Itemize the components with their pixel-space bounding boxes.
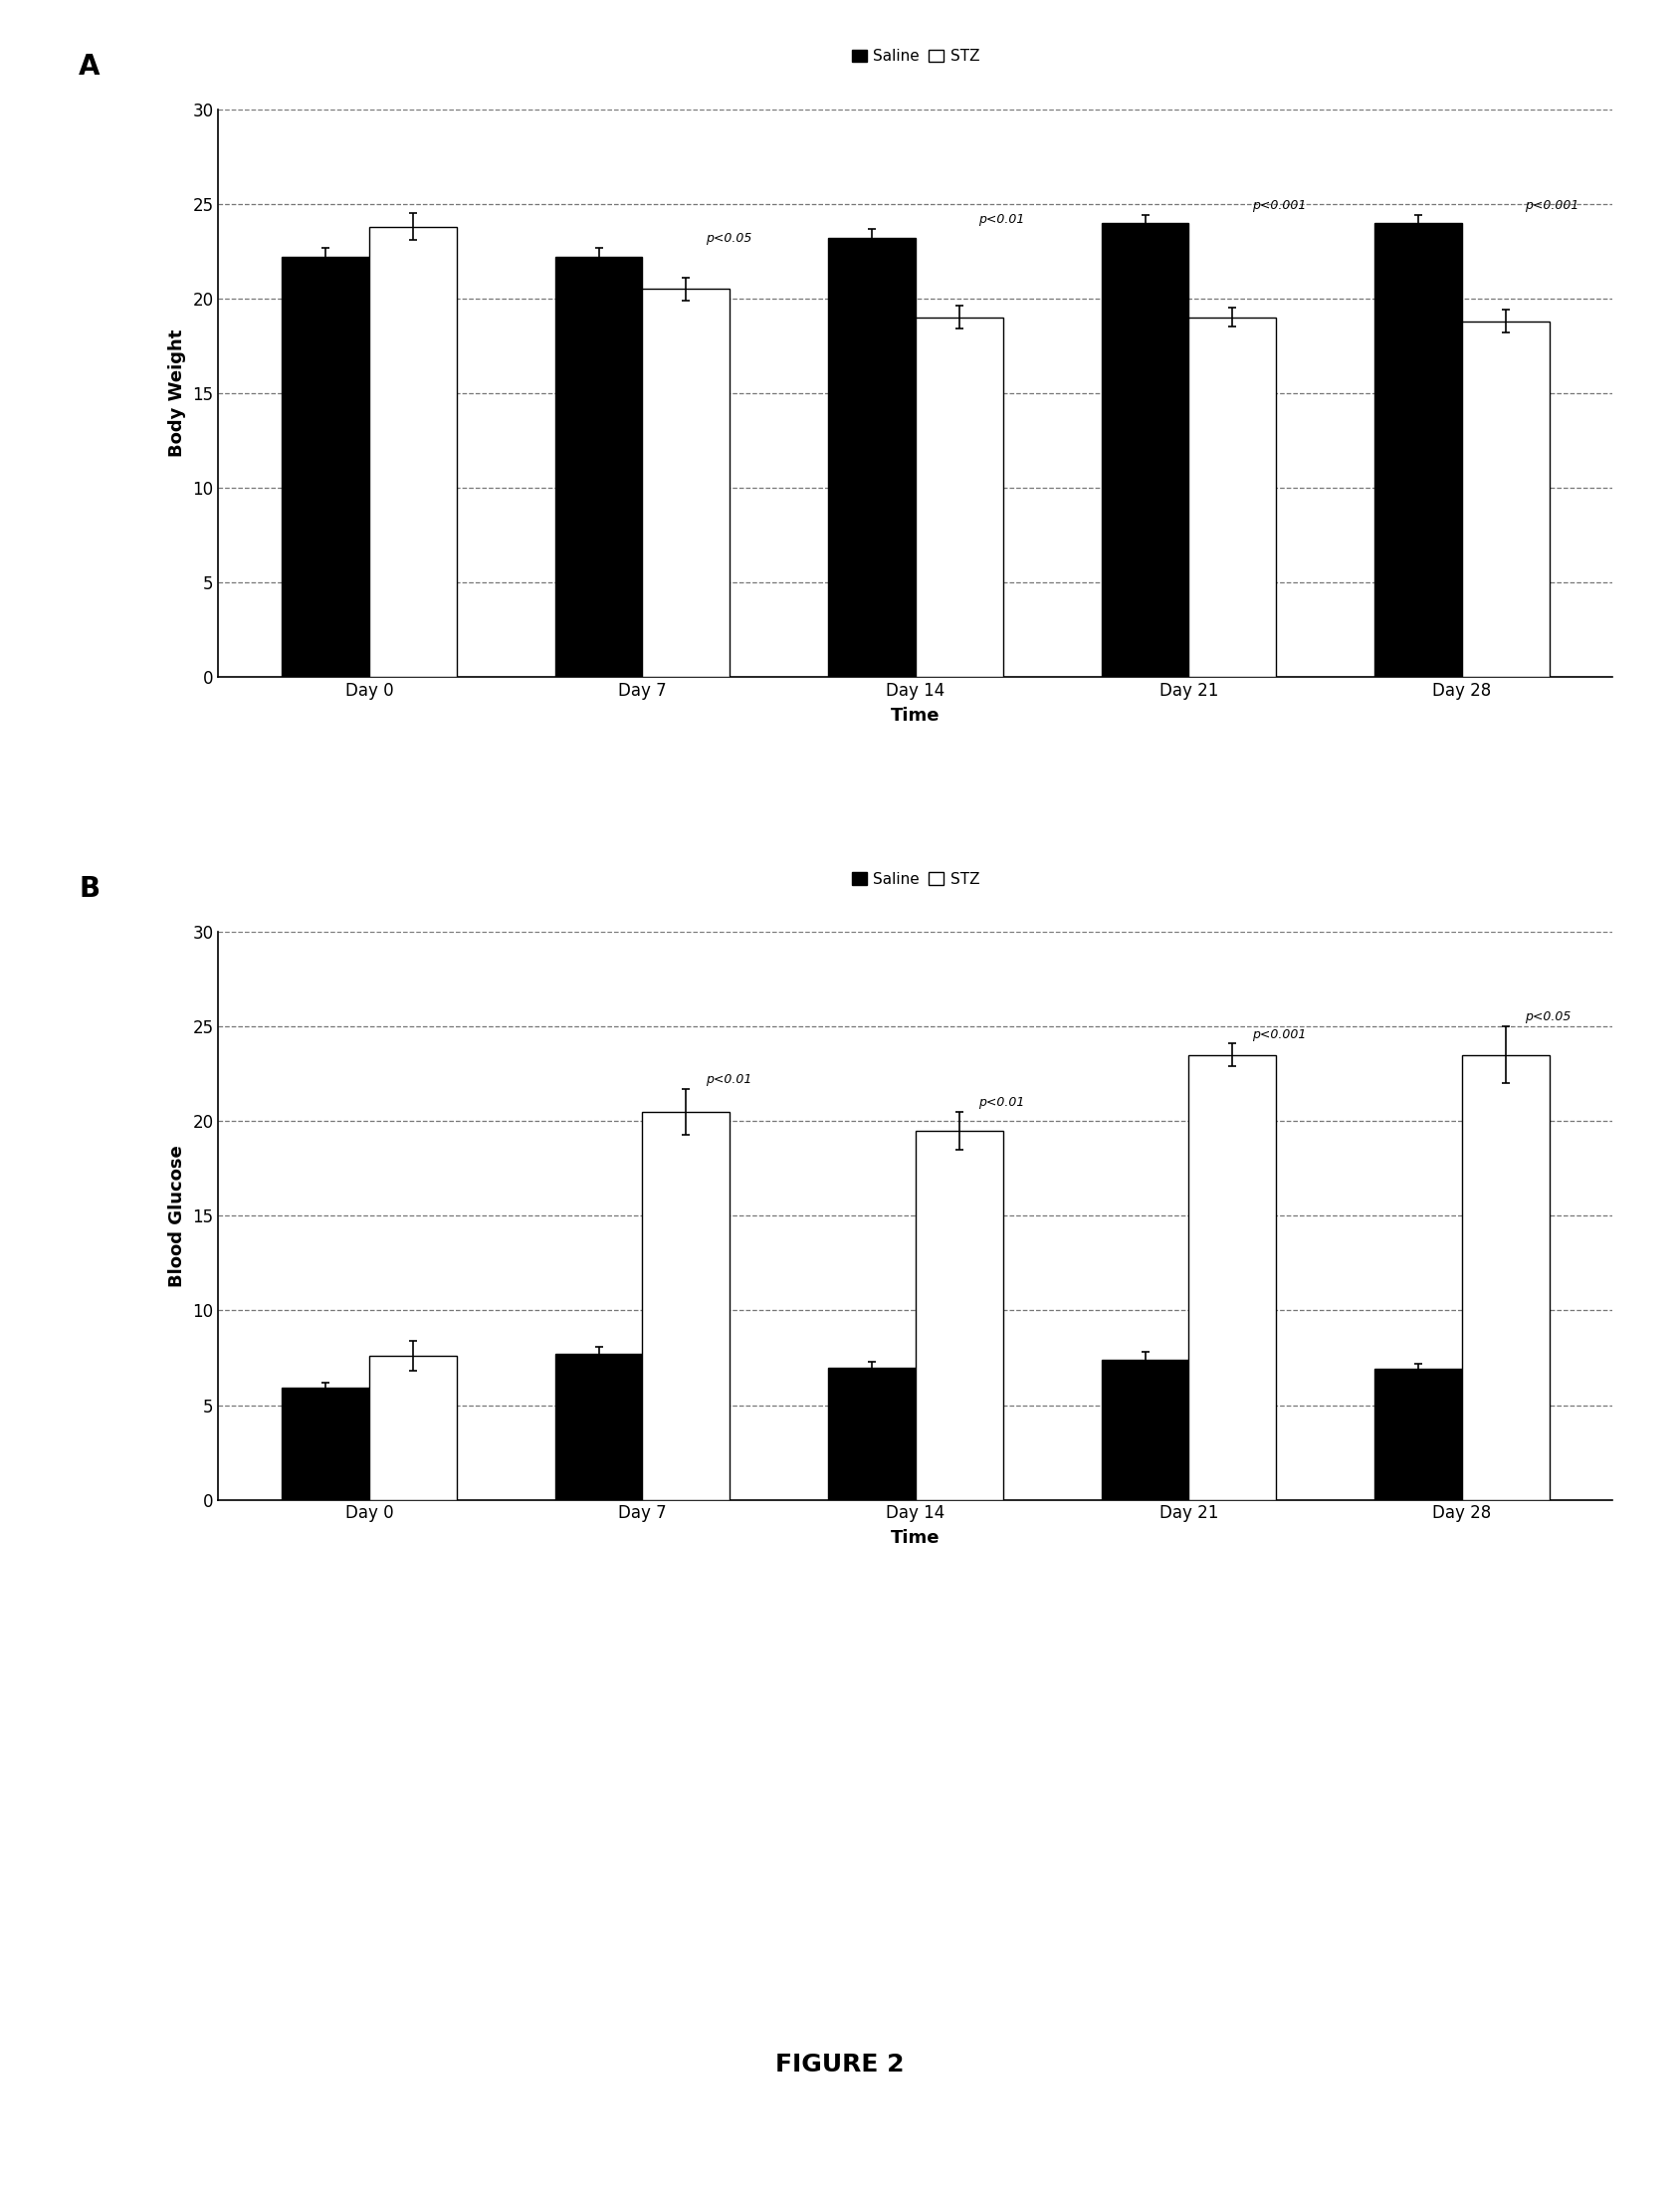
X-axis label: Time: Time (890, 1530, 941, 1547)
Bar (370, 1357, 457, 1499)
Bar (1102, 223, 1189, 677)
Bar (916, 317, 1003, 677)
Bar (916, 1130, 1003, 1499)
Bar (642, 288, 729, 677)
Bar (1462, 1055, 1549, 1499)
Text: FIGURE 2: FIGURE 2 (776, 2054, 904, 2076)
Text: A: A (79, 52, 101, 81)
Bar (1102, 1359, 1189, 1499)
Text: p<0.05: p<0.05 (1525, 1012, 1571, 1025)
Text: p<0.01: p<0.01 (706, 1073, 751, 1086)
Bar (1374, 223, 1462, 677)
Legend: Saline, STZ: Saline, STZ (845, 865, 986, 894)
Bar (370, 227, 457, 677)
Bar (642, 1112, 729, 1499)
Text: p<0.05: p<0.05 (706, 232, 751, 245)
Text: B: B (79, 876, 101, 902)
Bar (1189, 317, 1277, 677)
Bar (828, 1368, 916, 1499)
Bar (1462, 321, 1549, 677)
Bar (282, 258, 370, 677)
Text: p<0.001: p<0.001 (1525, 199, 1579, 212)
Bar (554, 1355, 642, 1499)
Bar (828, 238, 916, 677)
Legend: Saline, STZ: Saline, STZ (845, 44, 986, 70)
Text: p<0.001: p<0.001 (1252, 1027, 1305, 1040)
Y-axis label: Body Weight: Body Weight (168, 330, 185, 457)
Bar (282, 1387, 370, 1499)
X-axis label: Time: Time (890, 706, 941, 725)
Bar (1189, 1055, 1277, 1499)
Bar (554, 258, 642, 677)
Text: p<0.01: p<0.01 (978, 1097, 1025, 1110)
Text: p<0.01: p<0.01 (978, 212, 1025, 225)
Y-axis label: Blood Glucose: Blood Glucose (168, 1145, 185, 1287)
Bar (1374, 1370, 1462, 1499)
Text: p<0.001: p<0.001 (1252, 199, 1305, 212)
